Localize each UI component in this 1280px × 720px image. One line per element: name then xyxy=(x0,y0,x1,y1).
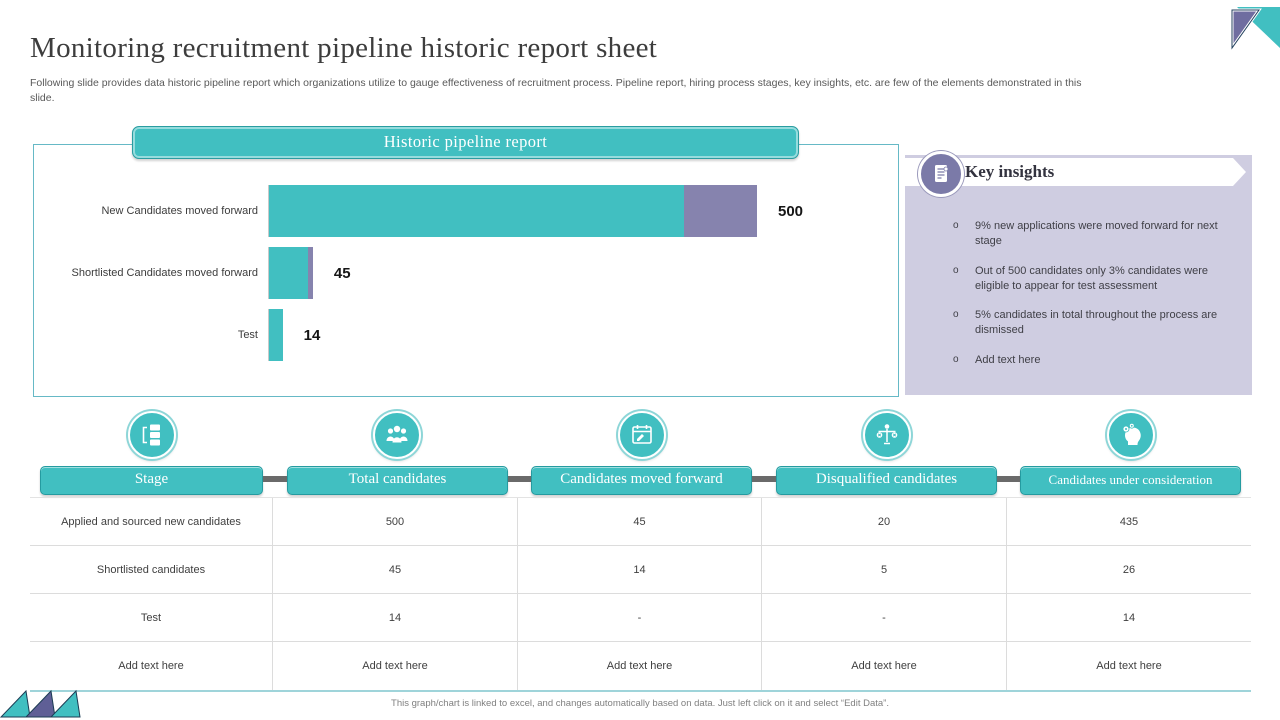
table-cell: 500 xyxy=(273,498,518,546)
table-cell: Applied and sourced new candidates xyxy=(30,498,273,546)
bar-row: Shortlisted Candidates moved forward 45 xyxy=(34,247,890,299)
key-insights-header: Key insights xyxy=(905,151,1246,197)
corner-triangles-decoration xyxy=(1230,7,1280,53)
pill-connector xyxy=(508,476,531,482)
table-cell: 14 xyxy=(1007,594,1251,642)
column-header-candidates-under-consideration: Candidates under consideration xyxy=(1020,466,1241,495)
scales-icon xyxy=(863,411,911,459)
table-cell[interactable]: Add text here xyxy=(30,642,273,690)
table-cell: Shortlisted candidates xyxy=(30,546,273,594)
pill-connector xyxy=(263,476,287,482)
key-insights-list: 9% new applications were moved forward f… xyxy=(951,219,1238,383)
bar-category-label: Test xyxy=(237,329,258,341)
insight-item: Out of 500 candidates only 3% candidates… xyxy=(951,264,1238,294)
pipeline-table: Applied and sourced new candidates 500 45 2… xyxy=(30,497,1251,692)
table-cell[interactable]: Add text here xyxy=(762,642,1007,690)
table-cell: 14 xyxy=(518,546,762,594)
table-cell: 20 xyxy=(762,498,1007,546)
table-cell: 45 xyxy=(518,498,762,546)
key-insights-panel: Key insights 9% new applications were mo… xyxy=(905,151,1252,395)
bar-segment xyxy=(269,309,283,361)
pill-connector xyxy=(752,476,776,482)
bar-value-label: 45 xyxy=(333,264,351,282)
bar-segment xyxy=(269,247,309,299)
column-header-disqualified-candidates: Disqualified candidates xyxy=(776,466,997,495)
footer-note: This graph/chart is linked to excel, and… xyxy=(391,698,889,709)
page-subtitle: Following slide provides data historic p… xyxy=(30,77,1082,104)
column-header-stage: Stage xyxy=(40,466,263,495)
mind-gears-icon xyxy=(1107,411,1155,459)
table-cell[interactable]: Add text here xyxy=(518,642,762,690)
pill-connector xyxy=(997,476,1020,482)
insight-item[interactable]: Add text here xyxy=(951,353,1238,368)
bar-segment xyxy=(308,247,313,299)
key-insights-title: Key insights xyxy=(965,162,1055,181)
page-title: Monitoring recruitment pipeline historic… xyxy=(30,32,658,64)
historic-pipeline-chart[interactable]: New Candidates moved forward 500 Shortlist… xyxy=(33,144,899,397)
notepad-icon xyxy=(918,151,964,197)
people-group-icon xyxy=(373,411,421,459)
bar-category-label: New Candidates moved forward xyxy=(101,205,258,217)
column-header-candidates-moved-forward: Candidates moved forward xyxy=(531,466,752,495)
corner-triangles-decoration xyxy=(0,689,81,718)
bar-row: Test 14 xyxy=(34,309,890,361)
insight-item: 5% candidates in total throughout the pr… xyxy=(951,308,1238,338)
column-header-total-candidates: Total candidates xyxy=(287,466,508,495)
stage-icon xyxy=(128,411,176,459)
table-cell: - xyxy=(518,594,762,642)
table-cell: 26 xyxy=(1007,546,1251,594)
table-cell[interactable]: Add text here xyxy=(1096,660,1162,672)
table-cell: Test xyxy=(30,594,273,642)
insight-item: 9% new applications were moved forward f… xyxy=(951,219,1238,249)
calendar-check-icon xyxy=(618,411,666,459)
table-cell: 5 xyxy=(762,546,1007,594)
bar-segment xyxy=(269,185,684,237)
bar-track: 45 xyxy=(268,247,890,299)
bar-value-label: 14 xyxy=(303,326,321,344)
table-cell[interactable]: Add text here xyxy=(273,642,518,690)
table-cell: 14 xyxy=(273,594,518,642)
bar-row: New Candidates moved forward 500 xyxy=(34,185,890,237)
bar-track: 14 xyxy=(268,309,890,361)
table-cell: 435 xyxy=(1007,498,1251,546)
table-cell: 45 xyxy=(273,546,518,594)
bar-value-label: 500 xyxy=(777,202,804,220)
bar-track: 500 xyxy=(268,185,890,237)
bar-chart-area: New Candidates moved forward 500 Shortlist… xyxy=(34,185,890,361)
chart-title-banner: Historic pipeline report xyxy=(132,126,799,159)
bar-segment xyxy=(683,185,757,237)
bar-category-label: Shortlisted Candidates moved forward xyxy=(71,267,258,279)
table-cell: - xyxy=(762,594,1007,642)
